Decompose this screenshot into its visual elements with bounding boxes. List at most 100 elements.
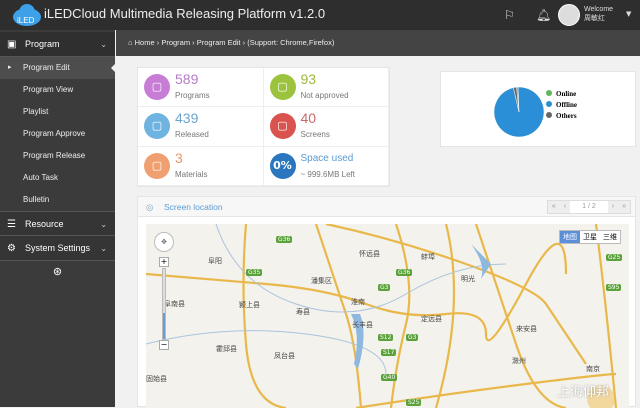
server-icon: ☰ [7, 219, 16, 230]
svg-text:iLED: iLED [17, 16, 35, 25]
breadcrumb-program-edit[interactable]: Program Edit [196, 38, 241, 47]
map-label: 来安县 [516, 325, 537, 333]
map-label: 潘集区 [311, 277, 332, 285]
pager: « ‹ 1 / 2 › » [546, 200, 631, 214]
map-label: 长丰县 [352, 321, 373, 329]
highway-shield: G3 [378, 284, 391, 291]
legend-item-others[interactable]: Others [546, 111, 577, 122]
sidebar-item-program-edit[interactable]: Program Edit [0, 57, 116, 79]
laptop-icon: ▢ [144, 152, 170, 179]
zoom-in-button[interactable]: + [159, 257, 169, 267]
stat-label: Screens [300, 130, 330, 140]
chevron-down-icon: ⌄ [100, 40, 107, 49]
map-label: 南京 [586, 365, 600, 373]
panel-title: Screen location [164, 202, 223, 212]
flag-icon[interactable]: ⚐ [504, 8, 515, 22]
map-type-satellite[interactable]: 卫星 [583, 233, 597, 241]
monitor-icon: ▣ [7, 39, 17, 50]
map-type-3d[interactable]: 三维 [603, 233, 617, 241]
stat-label: Programs [175, 91, 210, 100]
sidebar-section-system-settings[interactable]: ⚙ System Settings ⌄ [0, 236, 115, 261]
stat-value: 589 [175, 71, 199, 87]
map[interactable]: 阜阳 蚌埠 淮南 滁州 南京 颍上县 阜南县 凤台县 寿县 长丰县 定远县 怀远县 霍邱县 来安县 固始县 潘… [146, 224, 629, 408]
collapse-sidebar-button[interactable]: ⊛ [52, 266, 63, 278]
watermark: 上海仰邦 [556, 385, 609, 400]
map-label: 滁州 [512, 357, 526, 365]
highway-shield: S25 [406, 399, 422, 406]
screen-location-panel: ◎ Screen location « ‹ 1 / 2 › » 阜阳 蚌埠 淮南 滁州 南京 颍上县… [137, 196, 636, 408]
stat-value: 40 [300, 110, 317, 127]
sidebar-section-resource[interactable]: ☰ Resource ⌄ [0, 211, 115, 236]
user-menu[interactable]: Welcome 周敏红 [584, 6, 614, 22]
highway-shield: G35 [246, 269, 263, 276]
map-type-map[interactable]: 地图 [560, 231, 580, 243]
home-icon[interactable]: ⌂ [128, 38, 133, 47]
breadcrumb-support-note: (Support: Chrome,Firefox) [247, 38, 335, 47]
stat-value: Space used [300, 152, 354, 164]
stat-value: 93 [300, 71, 317, 87]
highway-shield: G40 [381, 374, 398, 381]
caret-down-icon[interactable]: ▼ [626, 10, 632, 18]
map-label: 怀远县 [359, 250, 380, 258]
avatar[interactable] [558, 4, 580, 26]
highway-shield: S95 [606, 284, 622, 291]
stat-label: ~ 999.6MB Left [300, 169, 355, 179]
map-type-switch: 地图 卫星 三维 [559, 230, 621, 244]
highway-shield: S12 [378, 334, 394, 341]
stat-label: Materials [175, 169, 208, 179]
map-label: 阜南县 [164, 300, 185, 308]
prev-page-button[interactable]: ‹ [563, 203, 567, 210]
location-pin-icon: ◎ [146, 202, 154, 212]
gear-icon: ⚙ [7, 243, 16, 254]
map-label: 明光 [461, 275, 475, 283]
sidebar-section-program[interactable]: ▣ Program ⌄ [0, 32, 115, 57]
pie-chart [493, 86, 545, 138]
stat-programs: ▢ 589 Programs [138, 68, 264, 108]
sidebar-item-playlist[interactable]: Playlist [23, 107, 49, 116]
highway-shield: G36 [396, 269, 413, 276]
breadcrumb-program[interactable]: Program [161, 38, 191, 47]
map-label: 颍上县 [239, 301, 260, 309]
map-label: 蚌埠 [421, 253, 435, 261]
last-page-button[interactable]: » [622, 203, 626, 210]
first-page-button[interactable]: « [551, 203, 556, 210]
map-label: 阜阳 [208, 257, 222, 265]
stat-value: 439 [175, 110, 199, 127]
zoom-slider[interactable] [162, 268, 166, 340]
stat-label: Released [175, 130, 209, 140]
map-label: 凤台县 [274, 352, 295, 360]
stat-value: 3 [175, 149, 183, 166]
highway-shield: G36 [276, 236, 293, 243]
legend-dot [546, 90, 552, 96]
page-indicator: 1 / 2 [570, 201, 608, 213]
legend-item-offline[interactable]: Offline [546, 100, 577, 111]
stat-label: Not approved [300, 91, 349, 100]
chevron-down-icon: ⌄ [100, 220, 107, 229]
legend-item-online[interactable]: Online [546, 89, 577, 100]
sidebar-item-program-view[interactable]: Program View [23, 85, 74, 94]
tv-icon: ▢ [144, 74, 170, 100]
zoom-out-button[interactable]: − [159, 340, 169, 350]
stat-released: ▢ 439 Released [138, 107, 264, 147]
chevron-down-icon: ⌄ [100, 244, 107, 253]
pie-slice-others [513, 86, 520, 113]
stats-grid: ▢ 589 Programs ▢ 93 Not approved ▢ 439 Released ▢… [137, 67, 390, 187]
monitor-check-icon: ▢ [144, 113, 170, 140]
app-title: iLEDCloud Multimedia Releasing Platform … [44, 6, 326, 21]
stat--999-6mb-left: 0% Space used ~ 999.6MB Left [263, 146, 389, 186]
map-label: 寿县 [296, 308, 310, 316]
sidebar-item-program-release[interactable]: Program Release [23, 151, 86, 160]
sidebar-item-program-approve[interactable]: Program Approve [23, 129, 86, 138]
sidebar: ▣Program⌄ Program Edit Program View Play… [0, 30, 116, 407]
map-label: 固始县 [146, 375, 167, 383]
breadcrumb-home[interactable]: Home [134, 38, 155, 47]
highway-shield: S17 [381, 349, 397, 356]
bell-icon[interactable]: 🔔︎ [536, 8, 552, 22]
logo: iLED [13, 4, 41, 26]
sidebar-item-auto-task[interactable]: Auto Task [23, 173, 58, 182]
highway-shield: G3 [406, 334, 419, 341]
next-page-button[interactable]: › [611, 203, 615, 210]
sidebar-item-bulletin[interactable]: Bulletin [23, 195, 50, 204]
stamp-icon: ▢ [269, 74, 296, 100]
pan-control[interactable]: ✥ [154, 232, 174, 252]
